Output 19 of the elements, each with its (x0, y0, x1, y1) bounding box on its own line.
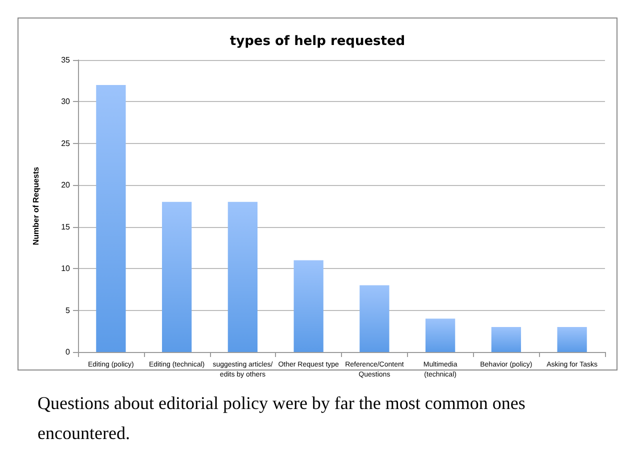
y-axis-title: Number of Requests (32, 166, 40, 246)
bar (557, 326, 587, 352)
bar (228, 202, 258, 352)
bar (294, 260, 324, 352)
y-tick-label: 0 (66, 348, 71, 356)
bar (96, 85, 126, 352)
bar (162, 202, 192, 352)
y-tick-label: 15 (61, 222, 71, 232)
bar (491, 326, 522, 352)
y-tick-label: 5 (66, 306, 71, 315)
bar (425, 318, 456, 352)
y-tick-label: 30 (61, 97, 71, 106)
chart-title: types of help requested (230, 34, 406, 49)
text: Questions about editorial policy were by far the most common ones encountered. (38, 393, 530, 443)
y-tick-label: 25 (61, 138, 71, 148)
bar (360, 285, 390, 352)
y-tick-label: 20 (61, 180, 71, 190)
y-tick-label: 10 (61, 264, 71, 274)
y-tick-label: 35 (61, 56, 71, 64)
